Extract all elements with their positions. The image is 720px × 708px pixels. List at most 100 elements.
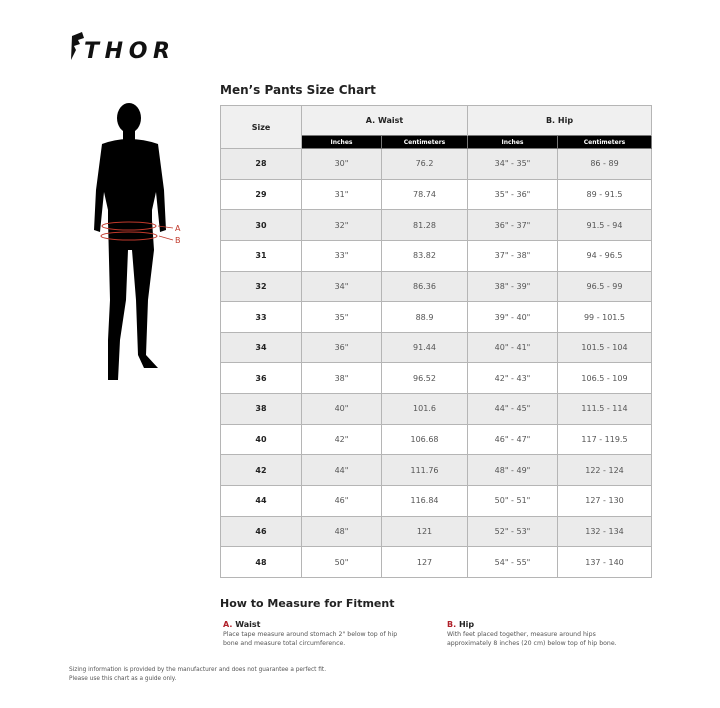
size-cell: 28	[220, 148, 302, 180]
size-cell: 42	[220, 454, 302, 487]
table-row: 40 42" 106.68 46" - 47" 117 - 119.5	[220, 423, 652, 456]
waist-cm-cell: 88.9	[381, 301, 468, 333]
waist-inches-cell: 46"	[301, 485, 382, 517]
waist-cm-cell: 81.28	[381, 209, 468, 241]
waist-inches-cell: 44"	[301, 454, 382, 487]
hip-cm-cell: 111.5 - 114	[557, 393, 652, 425]
waist-inches-cell: 32"	[301, 209, 382, 241]
hip-text: With feet placed together, measure aroun…	[447, 631, 617, 647]
size-cell: 30	[220, 209, 302, 241]
waist-inches-cell: 34"	[301, 270, 382, 303]
thor-logo: THOR	[71, 32, 170, 64]
hip-cm-cell: 94 - 96.5	[557, 239, 652, 272]
waist-text: Place tape measure around stomach 2" bel…	[223, 631, 398, 647]
size-cell: 32	[220, 270, 302, 303]
hip-inches-cell: 54" - 55"	[467, 546, 558, 578]
disclaimer-line: Sizing information is provided by the ma…	[69, 667, 327, 673]
disclaimer-line: Please use this chart as a guide only.	[69, 676, 177, 682]
size-cell: 38	[220, 393, 302, 425]
hip-cm-cell: 117 - 119.5	[557, 423, 652, 456]
waist-cm-cell: 106.68	[381, 423, 468, 456]
hip-inches-cell: 38" - 39"	[467, 270, 558, 303]
waist-cm-cell: 127	[381, 546, 468, 578]
size-cell: 36	[220, 362, 302, 395]
hip-cm-cell: 89 - 91.5	[557, 178, 652, 211]
hip-inches-cell: 52" - 53"	[467, 515, 558, 548]
hip-inches-cell: 42" - 43"	[467, 362, 558, 395]
table-row: 33 35" 88.9 39" - 40" 99 - 101.5	[220, 301, 652, 333]
table-row: 29 31" 78.74 35" - 36" 89 - 91.5	[220, 178, 652, 211]
waist-inches-cell: 42"	[301, 423, 382, 456]
waist-inches-cell: 33"	[301, 239, 382, 272]
hip-cm-cell: 101.5 - 104	[557, 331, 652, 364]
svg-text:THOR: THOR	[84, 39, 170, 64]
label-a: A	[175, 224, 181, 233]
waist-cm-header: Centimeters	[381, 135, 468, 149]
hip-inches-cell: 36" - 37"	[467, 209, 558, 241]
table-row: 46 48" 121 52" - 53" 132 - 134	[220, 515, 652, 548]
size-cell: 44	[220, 485, 302, 517]
hip-cm-cell: 132 - 134	[557, 515, 652, 548]
table-row: 34 36" 91.44 40" - 41" 101.5 - 104	[220, 331, 652, 364]
size-cell: 48	[220, 546, 302, 578]
hip-instructions: B. Hip With feet placed together, measur…	[447, 620, 637, 648]
waist-inches-cell: 50"	[301, 546, 382, 578]
table-row: 48 50" 127 54" - 55" 137 - 140	[220, 546, 652, 578]
hip-letter: B.	[447, 620, 457, 629]
hip-cm-cell: 137 - 140	[557, 546, 652, 578]
table-row: 44 46" 116.84 50" - 51" 127 - 130	[220, 485, 652, 517]
waist-cm-cell: 83.82	[381, 239, 468, 272]
size-cell: 46	[220, 515, 302, 548]
hip-inches-cell: 46" - 47"	[467, 423, 558, 456]
chart-title: Men’s Pants Size Chart	[220, 83, 376, 97]
waist-inches-cell: 30"	[301, 148, 382, 180]
size-cell: 40	[220, 423, 302, 456]
size-cell: 33	[220, 301, 302, 333]
waist-cm-cell: 116.84	[381, 485, 468, 517]
hip-cm-cell: 99 - 101.5	[557, 301, 652, 333]
label-b: B	[175, 236, 181, 245]
waist-inches-cell: 48"	[301, 515, 382, 548]
waist-cm-cell: 111.76	[381, 454, 468, 487]
hip-cm-cell: 91.5 - 94	[557, 209, 652, 241]
table-row: 31 33" 83.82 37" - 38" 94 - 96.5	[220, 239, 652, 272]
hip-cm-cell: 106.5 - 109	[557, 362, 652, 395]
size-cell: 29	[220, 178, 302, 211]
hip-cm-cell: 127 - 130	[557, 485, 652, 517]
hip-inches-cell: 34" - 35"	[467, 148, 558, 180]
hip-inches-cell: 35" - 36"	[467, 178, 558, 211]
hip-inches-cell: 48" - 49"	[467, 454, 558, 487]
waist-inches-cell: 31"	[301, 178, 382, 211]
disclaimer: Sizing information is provided by the ma…	[69, 666, 326, 684]
waist-cm-cell: 91.44	[381, 331, 468, 364]
hip-inches-header: Inches	[467, 135, 558, 149]
size-table: Size A. Waist B. Hip Inches Centimeters …	[220, 105, 652, 578]
waist-cm-cell: 78.74	[381, 178, 468, 211]
hip-header: B. Hip	[467, 105, 652, 136]
waist-cm-cell: 76.2	[381, 148, 468, 180]
waist-inches-cell: 40"	[301, 393, 382, 425]
waist-cm-cell: 121	[381, 515, 468, 548]
size-cell: 34	[220, 331, 302, 364]
waist-header: A. Waist	[301, 105, 468, 136]
waist-inches-cell: 35"	[301, 301, 382, 333]
size-cell: 31	[220, 239, 302, 272]
hip-cm-cell: 96.5 - 99	[557, 270, 652, 303]
table-row: 32 34" 86.36 38" - 39" 96.5 - 99	[220, 270, 652, 303]
waist-instructions: A. Waist Place tape measure around stoma…	[223, 620, 413, 648]
waist-inches-header: Inches	[301, 135, 382, 149]
hip-cm-cell: 86 - 89	[557, 148, 652, 180]
hip-cm-cell: 122 - 124	[557, 454, 652, 487]
body-silhouette: A B	[94, 103, 181, 380]
waist-letter: A.	[223, 620, 233, 629]
hip-inches-cell: 37" - 38"	[467, 239, 558, 272]
table-row: 38 40" 101.6 44" - 45" 111.5 - 114	[220, 393, 652, 425]
hip-inches-cell: 44" - 45"	[467, 393, 558, 425]
waist-cm-cell: 96.52	[381, 362, 468, 395]
table-row: 36 38" 96.52 42" - 43" 106.5 - 109	[220, 362, 652, 395]
hip-inches-cell: 50" - 51"	[467, 485, 558, 517]
waist-inches-cell: 36"	[301, 331, 382, 364]
table-row: 28 30" 76.2 34" - 35" 86 - 89	[220, 148, 652, 180]
hip-inches-cell: 40" - 41"	[467, 331, 558, 364]
waist-cm-cell: 86.36	[381, 270, 468, 303]
